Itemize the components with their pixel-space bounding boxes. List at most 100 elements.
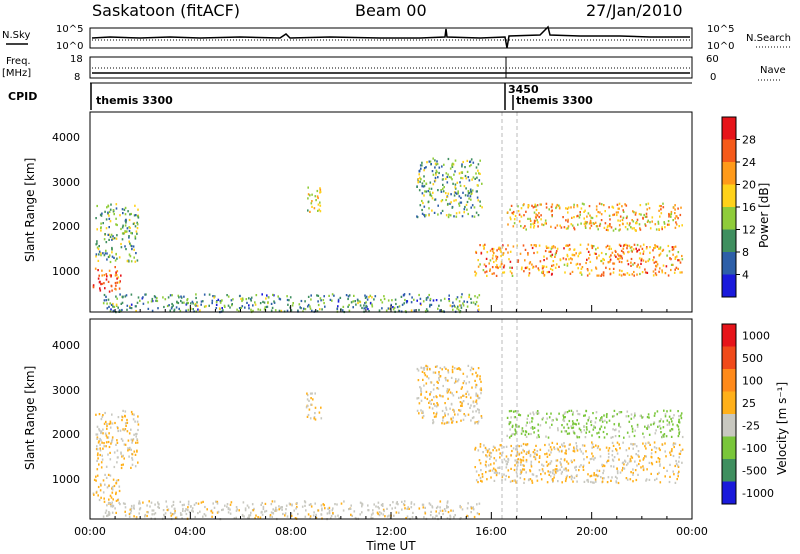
- colorbar-segment: [722, 369, 736, 392]
- heatmap-cell: [317, 203, 320, 206]
- heatmap-cell: [515, 454, 518, 457]
- heatmap-cell: [620, 249, 623, 252]
- heatmap-cell: [199, 510, 201, 513]
- heatmap-cell: [452, 419, 454, 422]
- heatmap-cell: [564, 430, 566, 433]
- heatmap-cell: [573, 203, 575, 206]
- heatmap-cell: [536, 475, 538, 478]
- heatmap-cell: [95, 479, 97, 482]
- freq-left-label-2: [MHz]: [2, 68, 31, 79]
- heatmap-cell: [254, 303, 257, 306]
- heatmap-cell: [113, 256, 115, 259]
- heatmap-cell: [546, 417, 548, 420]
- heatmap-cell: [646, 416, 649, 419]
- colorbar-segment: [722, 117, 736, 140]
- heatmap-cell: [117, 479, 120, 482]
- heatmap-cell: [522, 442, 525, 446]
- heatmap-cell: [134, 235, 137, 238]
- heatmap-cell: [174, 507, 176, 510]
- heatmap-cell: [642, 468, 645, 472]
- heatmap-cell: [134, 453, 137, 456]
- heatmap-cell: [404, 298, 406, 302]
- heatmap-cell: [502, 244, 504, 247]
- heatmap-cell: [664, 442, 666, 445]
- heatmap-cell: [450, 418, 453, 421]
- heatmap-cell: [566, 474, 569, 477]
- heatmap-cell: [123, 208, 126, 211]
- heatmap-cell: [503, 473, 505, 476]
- heatmap-cell: [579, 251, 581, 254]
- heatmap-cell: [319, 187, 321, 190]
- heatmap-cell: [484, 271, 486, 274]
- heatmap-cell: [250, 308, 252, 311]
- heatmap-cell: [522, 244, 525, 247]
- heatmap-cell: [99, 449, 102, 452]
- heatmap-cell: [601, 273, 603, 276]
- heatmap-cell: [117, 427, 119, 430]
- heatmap-cell: [544, 443, 546, 447]
- heatmap-cell: [252, 509, 255, 512]
- heatmap-cell: [586, 258, 588, 261]
- heatmap-cell: [116, 277, 118, 280]
- heatmap-cell: [116, 297, 118, 300]
- heatmap-cell: [265, 305, 268, 309]
- heatmap-cell: [495, 449, 498, 452]
- heatmap-cell: [614, 475, 617, 478]
- heatmap-cell: [485, 471, 487, 474]
- heatmap-cell: [307, 303, 310, 307]
- heatmap-cell: [454, 191, 457, 194]
- heatmap-cell: [520, 225, 522, 228]
- heatmap-cell: [616, 470, 619, 473]
- time-axis: 00:00 04:00 08:00 12:00 16:00 20:00 00:0…: [74, 305, 708, 553]
- heatmap-cell: [553, 473, 556, 476]
- heatmap-cell: [275, 506, 277, 509]
- heatmap-cell: [458, 202, 460, 205]
- heatmap-cell: [459, 304, 461, 307]
- heatmap-cell: [116, 257, 118, 260]
- heatmap-cell: [390, 303, 392, 306]
- heatmap-cell: [625, 204, 628, 207]
- heatmap-cell: [622, 209, 624, 212]
- heatmap-cell: [631, 227, 634, 230]
- heatmap-cell: [309, 515, 312, 518]
- heatmap-cell: [573, 446, 575, 449]
- heatmap-cell: [493, 457, 496, 460]
- heatmap-cell: [572, 430, 575, 433]
- heatmap-cell: [320, 417, 323, 420]
- heatmap-cell: [520, 461, 522, 464]
- heatmap-cell: [115, 252, 117, 256]
- heatmap-cell: [440, 190, 443, 193]
- heatmap-cell: [452, 162, 454, 165]
- heatmap-cell: [371, 305, 374, 308]
- heatmap-cell: [621, 218, 624, 222]
- heatmap-cell: [98, 245, 100, 248]
- heatmap-cell: [653, 414, 656, 417]
- heatmap-cell: [566, 244, 568, 247]
- heatmap-cell: [614, 227, 617, 230]
- heatmap-cell: [133, 413, 135, 416]
- heatmap-cell: [547, 436, 550, 439]
- heatmap-cell: [625, 449, 628, 452]
- heatmap-cell: [177, 294, 180, 297]
- heatmap-cell: [630, 264, 632, 267]
- heatmap-cell: [119, 293, 121, 296]
- heatmap-cell: [337, 514, 339, 517]
- heatmap-cell: [421, 208, 423, 212]
- heatmap-cell: [477, 169, 479, 172]
- heatmap-cell: [461, 215, 464, 218]
- heatmap-cell: [269, 515, 271, 518]
- heatmap-cell: [632, 248, 635, 251]
- heatmap-cell: [420, 399, 423, 402]
- heatmap-cell: [431, 506, 434, 509]
- heatmap-cell: [522, 468, 524, 471]
- heatmap-cell: [636, 273, 638, 276]
- heatmap-cell: [594, 221, 597, 224]
- heatmap-cell: [681, 271, 683, 274]
- heatmap-cell: [505, 463, 508, 466]
- heatmap-cell: [107, 298, 110, 301]
- heatmap-cell: [290, 309, 293, 312]
- heatmap-cell: [430, 402, 432, 405]
- heatmap-cell: [577, 255, 580, 258]
- heatmap-cell: [556, 442, 558, 445]
- heatmap-cell: [593, 474, 595, 477]
